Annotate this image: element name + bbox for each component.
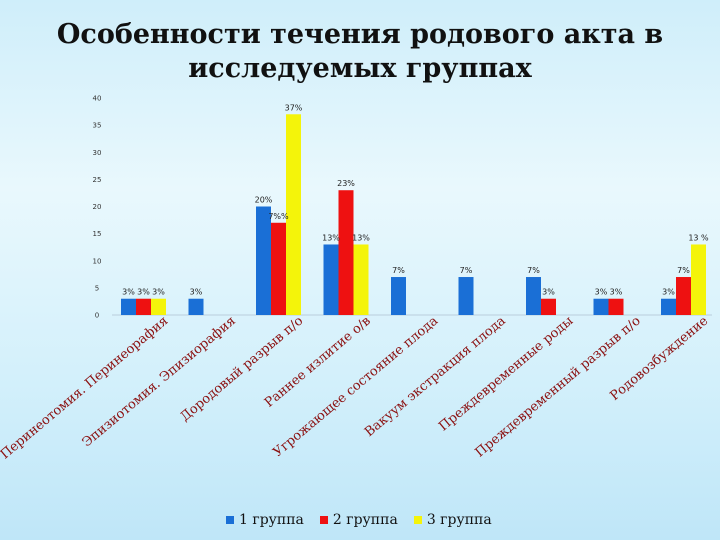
data-label: 3% xyxy=(152,288,165,297)
y-tick-label: 10 xyxy=(93,257,102,265)
legend-label: 3 группа xyxy=(426,512,492,528)
y-tick-label: 5 xyxy=(95,284,99,292)
data-label: 13% xyxy=(322,233,340,242)
bar xyxy=(608,298,624,315)
category-label: Преждевременные роды xyxy=(436,314,576,435)
legend-item: 3 группа xyxy=(413,512,492,528)
data-label: 3% xyxy=(542,288,555,297)
data-label: 3% xyxy=(190,288,203,297)
data-label: 13% xyxy=(352,233,370,242)
y-tick-label: 20 xyxy=(93,203,102,211)
legend-item: 2 группа xyxy=(319,512,398,528)
category-label: Дородовый разрыв п/о xyxy=(178,313,307,424)
y-tick-label: 35 xyxy=(93,122,102,130)
y-tick-label: 40 xyxy=(93,95,102,103)
legend: 1 группа 2 группа 3 группа xyxy=(226,512,492,528)
y-tick-label: 25 xyxy=(93,176,102,184)
data-label: 3% xyxy=(137,288,150,297)
bar xyxy=(676,277,691,315)
data-label: 7% xyxy=(460,266,473,275)
data-label: 7%% xyxy=(268,212,289,221)
data-label: 3% xyxy=(122,288,135,297)
bar xyxy=(136,298,151,315)
data-label: 13 % xyxy=(688,233,709,242)
bar xyxy=(593,298,609,315)
y-tick-label: 30 xyxy=(93,149,102,157)
bar xyxy=(151,298,166,315)
data-label: 7% xyxy=(677,266,690,275)
bar xyxy=(458,277,474,315)
category-label: Вакуум экстракция плода xyxy=(362,313,509,440)
bar xyxy=(526,277,541,315)
data-label: 37% xyxy=(285,103,303,112)
y-tick-label: 15 xyxy=(93,230,102,238)
bar xyxy=(121,298,136,315)
data-label: 7% xyxy=(527,266,540,275)
bar xyxy=(541,298,556,315)
bar xyxy=(256,206,271,315)
data-label: 7% xyxy=(392,266,405,275)
bar xyxy=(323,244,339,315)
legend-item: 1 группа xyxy=(226,512,304,528)
bar xyxy=(188,298,204,315)
data-label: 3% xyxy=(662,288,675,297)
data-label: 23% xyxy=(337,179,355,188)
y-tick-label: 0 xyxy=(95,312,99,320)
data-label: 20% xyxy=(255,196,273,205)
bar xyxy=(661,298,676,315)
chart-title: Особенности течения родового акта в иссл… xyxy=(56,19,664,84)
bar xyxy=(353,244,369,315)
bar xyxy=(391,277,406,315)
bar xyxy=(338,190,354,315)
data-label: 3% xyxy=(610,288,623,297)
data-label: 3% xyxy=(595,288,608,297)
legend-swatch xyxy=(319,516,328,524)
legend-swatch xyxy=(413,516,422,524)
bar xyxy=(691,244,706,315)
legend-label: 1 группа xyxy=(239,512,304,528)
legend-label: 2 группа xyxy=(332,512,398,528)
bar xyxy=(286,114,301,316)
legend-swatch xyxy=(226,516,234,524)
bar xyxy=(271,222,286,315)
